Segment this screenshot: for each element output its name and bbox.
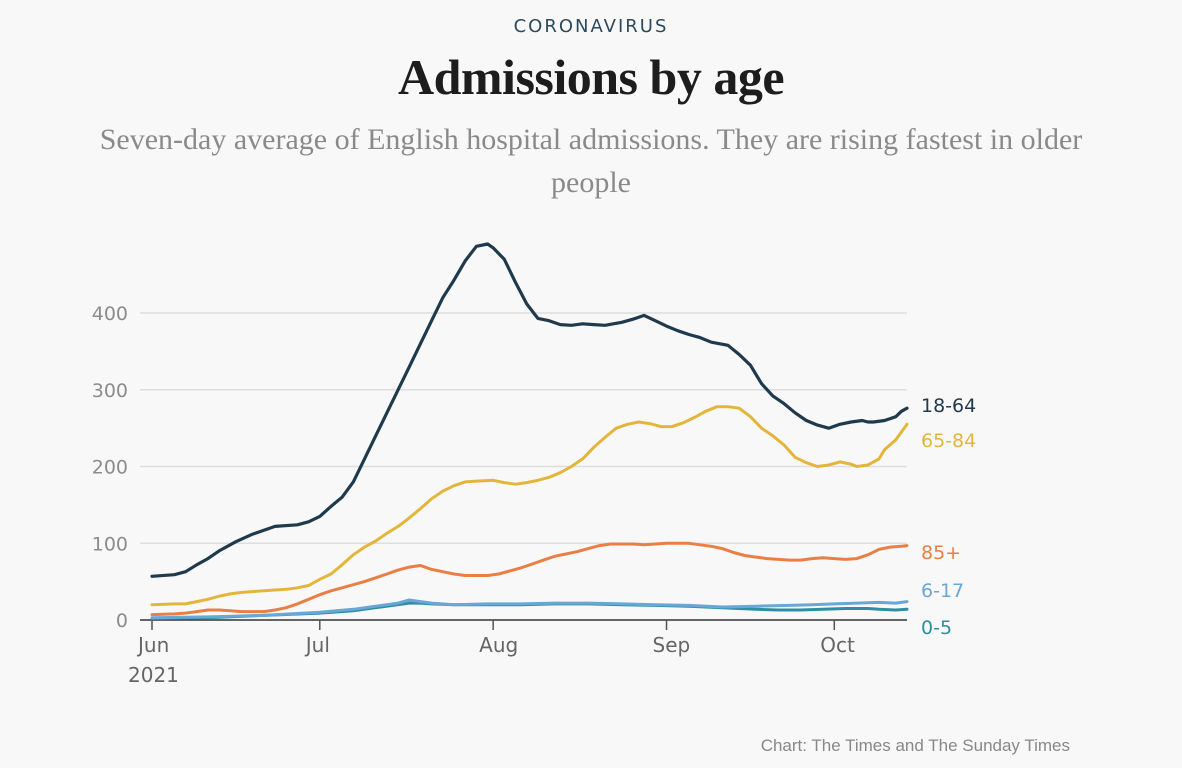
y-tick-label: 300 [92, 380, 128, 402]
kicker: CORONAVIRUS [513, 16, 669, 37]
series-labels: 18-64 65-84 85+ 6-17 0-5 [921, 395, 976, 639]
x-tick-label: Aug [479, 633, 518, 657]
chart-title: Admissions by age [397, 49, 785, 105]
y-tick-label: 0 [116, 610, 128, 632]
series-label-85+: 85+ [921, 542, 961, 564]
series-label-6-17: 6-17 [921, 580, 964, 602]
x-tick-label: Jun [136, 633, 169, 657]
series-label-18-64: 18-64 [921, 395, 976, 417]
x-tick-label: Jul [304, 633, 330, 657]
series-line-18-64 [150, 242, 909, 578]
series-label-0-5: 0-5 [921, 617, 952, 639]
x-tick-label: Oct [820, 633, 855, 657]
series-lines [150, 242, 909, 620]
y-tick-label: 200 [92, 457, 128, 479]
source-credit: Chart: The Times and The Sunday Times [760, 736, 1070, 755]
series-line-85+ [150, 541, 909, 617]
series-label-65-84: 65-84 [921, 430, 976, 452]
chart-subtitle: Seven-day average of English hospital ad… [99, 123, 1083, 199]
x-tick-sublabel: 2021 [128, 663, 179, 687]
y-tick-label: 400 [92, 303, 128, 325]
gridlines [140, 312, 907, 545]
x-axis: Jun 2021 Jul Aug Sep Oct [128, 619, 907, 687]
y-axis-ticks: 0 100 200 300 400 [92, 303, 128, 632]
x-tick-label: Sep [653, 633, 691, 657]
series-line-6-17 [150, 598, 909, 620]
series-line-65-84 [150, 405, 909, 607]
y-tick-label: 100 [92, 533, 128, 555]
